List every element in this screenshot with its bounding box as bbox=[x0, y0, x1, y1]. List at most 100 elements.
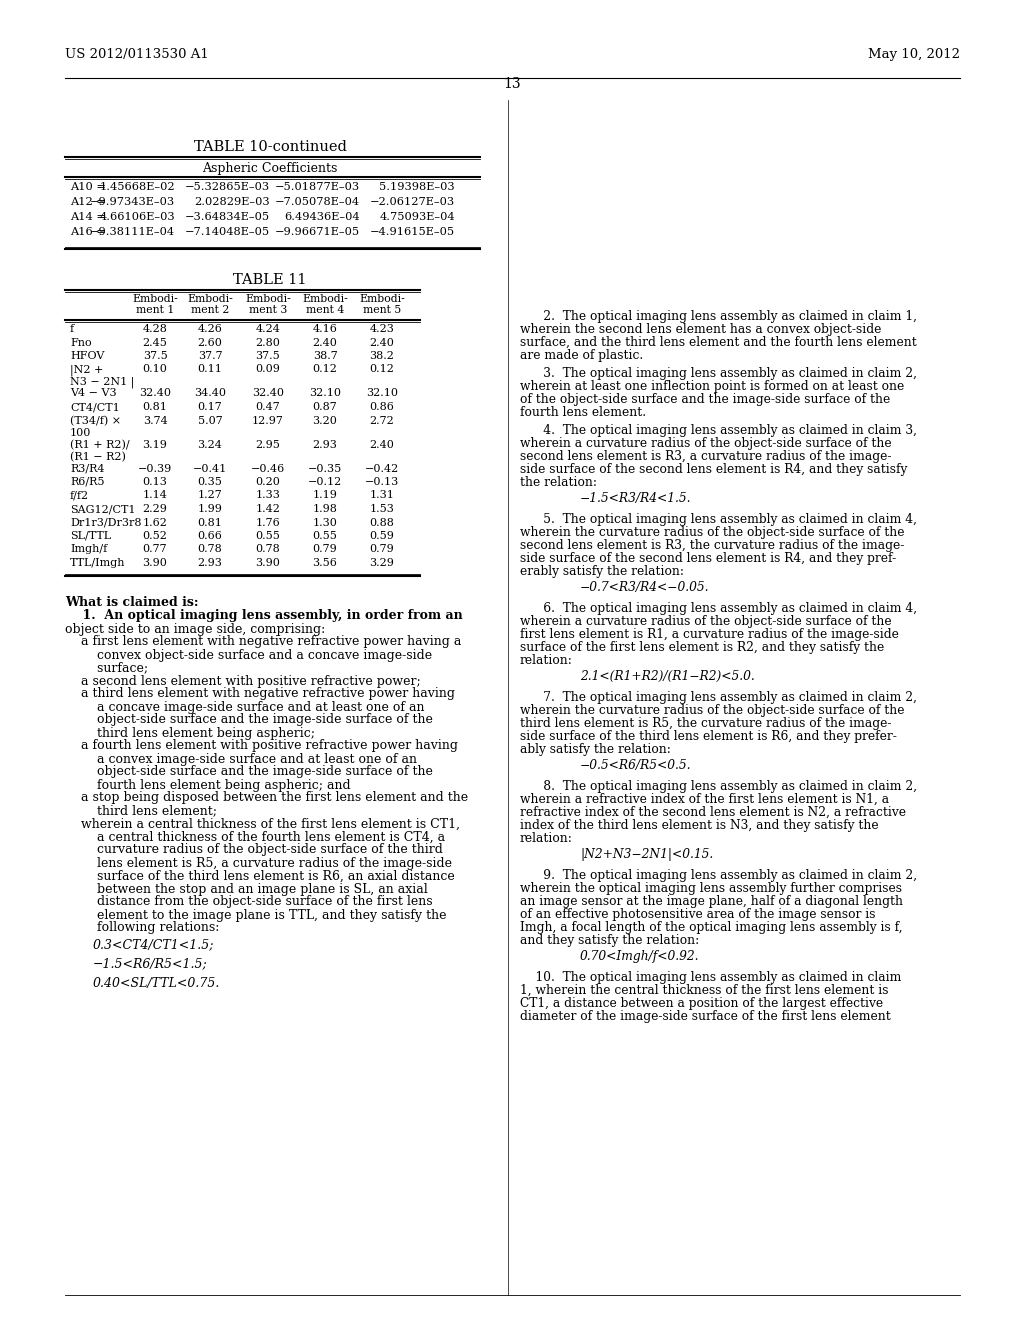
Text: wherein at least one inflection point is formed on at least one: wherein at least one inflection point is… bbox=[520, 380, 904, 393]
Text: 0.86: 0.86 bbox=[370, 403, 394, 412]
Text: object-side surface and the image-side surface of the: object-side surface and the image-side s… bbox=[65, 714, 433, 726]
Text: |N2 +: |N2 + bbox=[70, 364, 103, 376]
Text: surface of the third lens element is R6, an axial distance: surface of the third lens element is R6,… bbox=[65, 870, 455, 883]
Text: −0.7<R3/R4<−0.05.: −0.7<R3/R4<−0.05. bbox=[580, 581, 710, 594]
Text: HFOV: HFOV bbox=[70, 351, 104, 360]
Text: wherein a central thickness of the first lens element is CT1,: wherein a central thickness of the first… bbox=[65, 817, 460, 830]
Text: 1.76: 1.76 bbox=[256, 517, 281, 528]
Text: 37.7: 37.7 bbox=[198, 351, 222, 360]
Text: R6/R5: R6/R5 bbox=[70, 477, 104, 487]
Text: and they satisfy the relation:: and they satisfy the relation: bbox=[520, 935, 699, 946]
Text: 0.88: 0.88 bbox=[370, 517, 394, 528]
Text: 2.95: 2.95 bbox=[256, 440, 281, 450]
Text: −2.06127E–03: −2.06127E–03 bbox=[370, 197, 455, 207]
Text: 1.53: 1.53 bbox=[370, 504, 394, 513]
Text: |N2+N3−2N1|<0.15.: |N2+N3−2N1|<0.15. bbox=[580, 847, 714, 861]
Text: third lens element;: third lens element; bbox=[65, 804, 217, 817]
Text: −9.96671E–05: −9.96671E–05 bbox=[274, 227, 360, 238]
Text: A16 =: A16 = bbox=[70, 227, 105, 238]
Text: wherein the second lens element has a convex object-side: wherein the second lens element has a co… bbox=[520, 323, 882, 337]
Text: 0.77: 0.77 bbox=[142, 544, 167, 554]
Text: Fno: Fno bbox=[70, 338, 91, 347]
Text: A12 =: A12 = bbox=[70, 197, 105, 207]
Text: 0.17: 0.17 bbox=[198, 403, 222, 412]
Text: 4.66106E–03: 4.66106E–03 bbox=[99, 213, 175, 222]
Text: 4.24: 4.24 bbox=[256, 323, 281, 334]
Text: a fourth lens element with positive refractive power having: a fourth lens element with positive refr… bbox=[65, 739, 458, 752]
Text: Embodi-: Embodi- bbox=[245, 294, 291, 304]
Text: f/f2: f/f2 bbox=[70, 491, 89, 500]
Text: −0.12: −0.12 bbox=[308, 477, 342, 487]
Text: −1.5<R3/R4<1.5.: −1.5<R3/R4<1.5. bbox=[580, 492, 691, 506]
Text: of an effective photosensitive area of the image sensor is: of an effective photosensitive area of t… bbox=[520, 908, 876, 921]
Text: Imgh, a focal length of the optical imaging lens assembly is f,: Imgh, a focal length of the optical imag… bbox=[520, 921, 902, 935]
Text: 1.27: 1.27 bbox=[198, 491, 222, 500]
Text: surface;: surface; bbox=[65, 661, 148, 675]
Text: 0.12: 0.12 bbox=[370, 364, 394, 375]
Text: 12.97: 12.97 bbox=[252, 416, 284, 425]
Text: Embodi-: Embodi- bbox=[132, 294, 178, 304]
Text: 1.19: 1.19 bbox=[312, 491, 338, 500]
Text: −0.42: −0.42 bbox=[365, 463, 399, 474]
Text: lens element is R5, a curvature radius of the image-side: lens element is R5, a curvature radius o… bbox=[65, 857, 452, 870]
Text: −7.14048E–05: −7.14048E–05 bbox=[185, 227, 270, 238]
Text: ment 1: ment 1 bbox=[136, 305, 174, 315]
Text: 32.40: 32.40 bbox=[139, 388, 171, 399]
Text: erably satisfy the relation:: erably satisfy the relation: bbox=[520, 565, 684, 578]
Text: a second lens element with positive refractive power;: a second lens element with positive refr… bbox=[65, 675, 421, 688]
Text: 1, wherein the central thickness of the first lens element is: 1, wherein the central thickness of the … bbox=[520, 983, 889, 997]
Text: second lens element is R3, a curvature radius of the image-: second lens element is R3, a curvature r… bbox=[520, 450, 892, 463]
Text: May 10, 2012: May 10, 2012 bbox=[868, 48, 961, 61]
Text: Embodi-: Embodi- bbox=[187, 294, 232, 304]
Text: 9.  The optical imaging lens assembly as claimed in claim 2,: 9. The optical imaging lens assembly as … bbox=[520, 869, 918, 882]
Text: 3.90: 3.90 bbox=[142, 558, 168, 568]
Text: 0.78: 0.78 bbox=[198, 544, 222, 554]
Text: 5.07: 5.07 bbox=[198, 416, 222, 425]
Text: What is claimed is:: What is claimed is: bbox=[65, 595, 199, 609]
Text: TABLE 10-continued: TABLE 10-continued bbox=[194, 140, 346, 154]
Text: 5.19398E–03: 5.19398E–03 bbox=[379, 182, 455, 191]
Text: −1.5<R6/R5<1.5;: −1.5<R6/R5<1.5; bbox=[93, 957, 208, 970]
Text: 6.49436E–04: 6.49436E–04 bbox=[285, 213, 360, 222]
Text: 1.14: 1.14 bbox=[142, 491, 168, 500]
Text: 0.55: 0.55 bbox=[256, 531, 281, 541]
Text: 0.66: 0.66 bbox=[198, 531, 222, 541]
Text: convex object-side surface and a concave image-side: convex object-side surface and a concave… bbox=[65, 648, 432, 661]
Text: ment 3: ment 3 bbox=[249, 305, 287, 315]
Text: 1.99: 1.99 bbox=[198, 504, 222, 513]
Text: −0.39: −0.39 bbox=[138, 463, 172, 474]
Text: 2.93: 2.93 bbox=[198, 558, 222, 568]
Text: 2.  The optical imaging lens assembly as claimed in claim 1,: 2. The optical imaging lens assembly as … bbox=[520, 310, 918, 323]
Text: 4.  The optical imaging lens assembly as claimed in claim 3,: 4. The optical imaging lens assembly as … bbox=[520, 424, 918, 437]
Text: surface of the first lens element is R2, and they satisfy the: surface of the first lens element is R2,… bbox=[520, 642, 885, 653]
Text: 32.10: 32.10 bbox=[309, 388, 341, 399]
Text: 4.26: 4.26 bbox=[198, 323, 222, 334]
Text: 0.79: 0.79 bbox=[312, 544, 337, 554]
Text: SAG12/CT1: SAG12/CT1 bbox=[70, 504, 135, 513]
Text: −9.97343E–03: −9.97343E–03 bbox=[90, 197, 175, 207]
Text: A10 =: A10 = bbox=[70, 182, 105, 191]
Text: fourth lens element.: fourth lens element. bbox=[520, 407, 646, 418]
Text: wherein the curvature radius of the object-side surface of the: wherein the curvature radius of the obje… bbox=[520, 525, 904, 539]
Text: between the stop and an image plane is SL, an axial: between the stop and an image plane is S… bbox=[65, 883, 428, 895]
Text: 0.09: 0.09 bbox=[256, 364, 281, 375]
Text: index of the third lens element is N3, and they satisfy the: index of the third lens element is N3, a… bbox=[520, 818, 879, 832]
Text: −9.38111E–04: −9.38111E–04 bbox=[90, 227, 175, 238]
Text: first lens element is R1, a curvature radius of the image-side: first lens element is R1, a curvature ra… bbox=[520, 628, 899, 642]
Text: R3/R4: R3/R4 bbox=[70, 463, 104, 474]
Text: 3.  The optical imaging lens assembly as claimed in claim 2,: 3. The optical imaging lens assembly as … bbox=[520, 367, 918, 380]
Text: 3.20: 3.20 bbox=[312, 416, 338, 425]
Text: Aspheric Coefficients: Aspheric Coefficients bbox=[203, 162, 338, 176]
Text: 1.31: 1.31 bbox=[370, 491, 394, 500]
Text: 0.35: 0.35 bbox=[198, 477, 222, 487]
Text: 8.  The optical imaging lens assembly as claimed in claim 2,: 8. The optical imaging lens assembly as … bbox=[520, 780, 918, 793]
Text: ment 5: ment 5 bbox=[362, 305, 401, 315]
Text: 1.45668E–02: 1.45668E–02 bbox=[99, 182, 175, 191]
Text: 38.2: 38.2 bbox=[370, 351, 394, 360]
Text: f: f bbox=[70, 323, 74, 334]
Text: second lens element is R3, the curvature radius of the image-: second lens element is R3, the curvature… bbox=[520, 539, 904, 552]
Text: 0.70<Imgh/f<0.92.: 0.70<Imgh/f<0.92. bbox=[580, 950, 699, 964]
Text: 0.10: 0.10 bbox=[142, 364, 168, 375]
Text: a central thickness of the fourth lens element is CT4, a: a central thickness of the fourth lens e… bbox=[65, 830, 445, 843]
Text: −4.91615E–05: −4.91615E–05 bbox=[370, 227, 455, 238]
